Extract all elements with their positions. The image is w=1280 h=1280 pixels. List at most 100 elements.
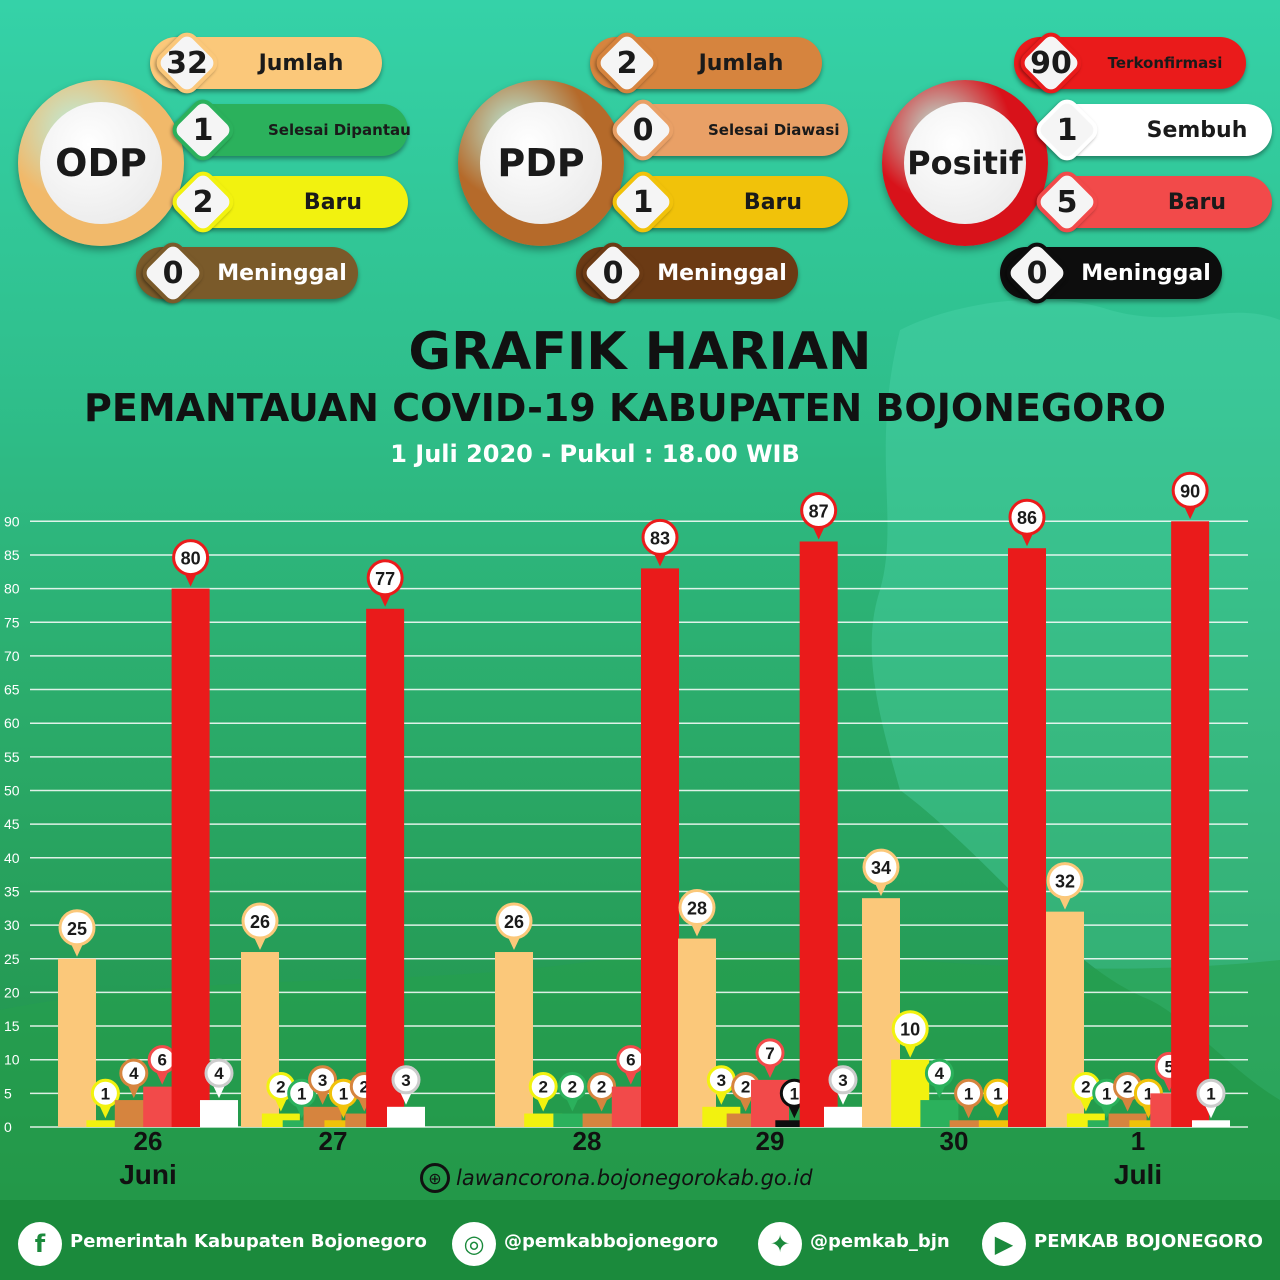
data-label: 4 — [935, 1064, 945, 1083]
instagram-icon[interactable]: ◎ — [452, 1222, 496, 1266]
bar — [1008, 548, 1046, 1127]
summary-label: Meninggal — [657, 260, 787, 286]
data-label: 83 — [650, 528, 670, 548]
data-label: 1 — [1102, 1084, 1111, 1103]
data-label: 3 — [318, 1071, 327, 1090]
bar — [824, 1106, 862, 1127]
bar-marker — [641, 518, 679, 556]
footer-link-text[interactable]: Pemerintah Kabupaten Bojonegoro — [70, 1231, 427, 1252]
chart-title: GRAFIK HARIAN — [408, 322, 872, 382]
bar-marker — [308, 1065, 338, 1095]
summary-label: Terkonfirmasi — [1107, 54, 1223, 72]
y-tick-label: 85 — [4, 547, 20, 563]
summary-label: Jumlah — [698, 50, 784, 76]
bar — [200, 1100, 238, 1127]
summary-value: 90 — [1030, 45, 1072, 81]
bar — [799, 541, 838, 1127]
x-tick-label: 29 — [756, 1126, 785, 1156]
month-label: Juni — [119, 1159, 177, 1190]
summary-title-odp: ODP — [40, 102, 162, 224]
bar-marker — [366, 559, 404, 597]
bar-marker — [755, 1038, 785, 1068]
summary-value: 0 — [632, 112, 654, 148]
bar — [1129, 1120, 1168, 1127]
website-url[interactable]: lawancorona.bojonegorokab.go.id — [456, 1166, 813, 1190]
y-tick-label: 15 — [4, 1018, 20, 1034]
data-label: 32 — [1055, 872, 1075, 892]
bar-marker — [1008, 498, 1046, 536]
data-label: 4 — [214, 1064, 224, 1083]
bar-marker — [204, 1058, 234, 1088]
bar — [86, 1120, 125, 1127]
data-label: 1 — [297, 1084, 306, 1103]
summary-label: Sembuh — [1146, 117, 1248, 143]
data-label: 3 — [401, 1071, 410, 1090]
bar — [641, 568, 679, 1127]
bar — [282, 1120, 321, 1127]
data-label: 86 — [1017, 508, 1037, 528]
summary-label: Baru — [1167, 189, 1227, 215]
y-tick-label: 5 — [4, 1085, 12, 1101]
data-label: 1 — [1206, 1084, 1215, 1103]
data-label: 1 — [993, 1084, 1002, 1103]
bar-marker — [1171, 471, 1209, 509]
bar — [978, 1120, 1017, 1127]
y-tick-label: 10 — [4, 1052, 20, 1068]
bar-marker — [1046, 862, 1084, 900]
bar — [171, 588, 210, 1127]
bar-marker — [1196, 1078, 1226, 1108]
bar — [949, 1120, 988, 1127]
data-label: 25 — [67, 919, 87, 939]
bar-marker — [119, 1058, 149, 1088]
summary-value: 1 — [1056, 112, 1078, 148]
website-row: ⊕ lawancorona.bojonegorokab.go.id — [420, 1160, 813, 1196]
y-tick-label: 35 — [4, 883, 20, 899]
bar — [1192, 1120, 1230, 1127]
bar-marker — [557, 1072, 587, 1102]
bar — [387, 1106, 425, 1127]
data-label: 5 — [1165, 1057, 1174, 1076]
bar — [324, 1120, 363, 1127]
bar-marker — [954, 1078, 984, 1108]
summary-value: 0 — [162, 255, 184, 291]
bar — [582, 1113, 621, 1127]
bar — [241, 952, 279, 1127]
bar — [58, 958, 96, 1127]
bar — [1087, 1120, 1126, 1127]
twitter-icon[interactable]: ✦ — [758, 1222, 802, 1266]
data-label: 1 — [339, 1084, 348, 1103]
youtube-icon[interactable]: ▶ — [982, 1222, 1026, 1266]
bar-marker — [495, 902, 533, 940]
bar-marker — [58, 909, 96, 947]
summary-value: 0 — [602, 255, 624, 291]
facebook-icon[interactable]: f — [18, 1222, 62, 1266]
chart-date: 1 Juli 2020 - Pukul : 18.00 WIB — [390, 440, 800, 468]
y-tick-label: 75 — [4, 614, 20, 630]
footer-link-text[interactable]: PEMKAB BOJONEGORO — [1034, 1231, 1263, 1252]
footer-link-text[interactable]: @pemkab_bjn — [810, 1231, 950, 1252]
summary-value: 32 — [166, 45, 208, 81]
summary-value: 2 — [192, 184, 214, 220]
bar — [678, 938, 716, 1127]
summary-ring-odp: ODP — [18, 80, 184, 246]
summary-value: 5 — [1056, 184, 1078, 220]
y-tick-label: 20 — [4, 984, 20, 1000]
data-label: 1 — [790, 1084, 799, 1103]
bar — [495, 952, 533, 1127]
summary-label: Selesai Diawasi — [708, 121, 840, 139]
data-label: 26 — [504, 912, 524, 932]
data-label: 2 — [1081, 1078, 1090, 1097]
x-tick-label: 1 — [1131, 1126, 1145, 1156]
bar-marker — [241, 902, 279, 940]
data-label: 34 — [871, 858, 891, 878]
data-label: 2 — [597, 1078, 606, 1097]
y-tick-label: 25 — [4, 951, 20, 967]
data-label: 6 — [626, 1051, 635, 1070]
bar-marker — [828, 1065, 858, 1095]
summary-title-pdp: PDP — [480, 102, 602, 224]
bar-marker — [891, 1010, 929, 1048]
footer-link-text[interactable]: @pemkabbojonegoro — [504, 1231, 719, 1252]
data-label: 4 — [129, 1064, 139, 1083]
data-label: 2 — [538, 1078, 547, 1097]
y-tick-label: 55 — [4, 749, 20, 765]
